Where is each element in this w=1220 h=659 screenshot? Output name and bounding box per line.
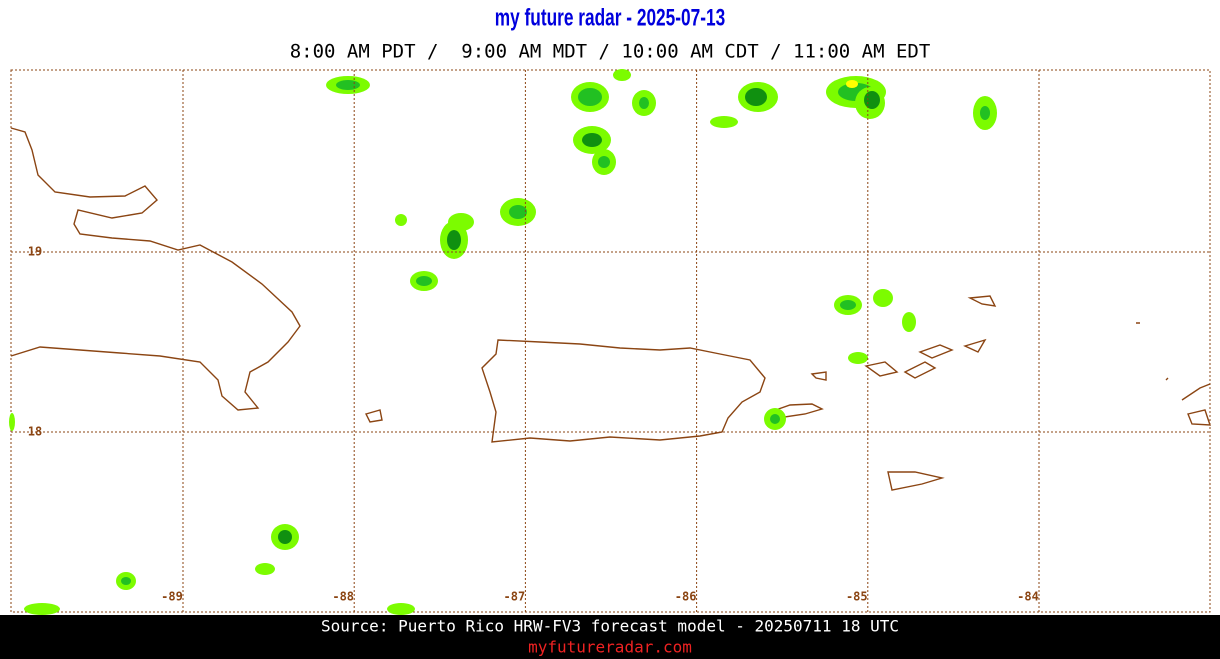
footer-source: Source: Puerto Rico HRW-FV3 forecast mod… xyxy=(321,617,899,636)
hispaniola xyxy=(10,127,301,411)
footer-site[interactable]: myfutureradar.com xyxy=(528,638,692,657)
lon-label: -89 xyxy=(161,590,183,604)
virgin-islands xyxy=(364,295,997,423)
east-islands xyxy=(1136,322,1211,426)
title: my future radar - 2025-07-13 xyxy=(495,5,725,31)
lon-label: -86 xyxy=(675,590,697,604)
lat-label: 18 xyxy=(28,425,42,439)
st-croix xyxy=(887,471,945,491)
map: -89 -88 -87 -86 -85 -84 19 18 xyxy=(9,69,1211,615)
coastlines xyxy=(10,127,1211,491)
lon-label: -88 xyxy=(332,590,354,604)
lon-label: -85 xyxy=(846,590,868,604)
subtitle: 8:00 AM PDT / 9:00 AM MDT / 10:00 AM CDT… xyxy=(290,41,931,63)
puerto-rico xyxy=(481,339,766,443)
lon-label: -84 xyxy=(1017,590,1039,604)
footer-band xyxy=(0,615,1220,659)
map-border xyxy=(10,69,1211,613)
lon-label: -87 xyxy=(504,590,526,604)
lat-label: 19 xyxy=(28,245,42,259)
